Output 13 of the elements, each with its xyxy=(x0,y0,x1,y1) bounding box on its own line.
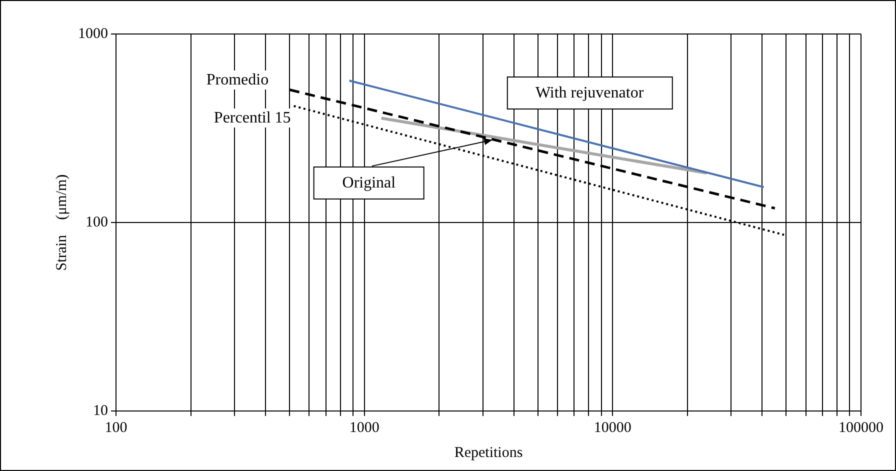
x-tick-label: 1000 xyxy=(349,420,380,436)
text-box: Original xyxy=(313,166,425,200)
x-tick-label: 10000 xyxy=(594,420,632,436)
y-tick-label: 10 xyxy=(93,402,108,419)
series-label: Promedio xyxy=(205,70,270,90)
x-tick-label: 100 xyxy=(104,420,128,436)
y-tick-label: 100 xyxy=(86,214,108,230)
series-label: Percentil 15 xyxy=(212,108,292,128)
y-axis-title: Strain (μm/m) xyxy=(54,174,70,271)
x-tick-label: 100000 xyxy=(838,420,884,436)
x-axis-title: Repetitions xyxy=(454,444,523,461)
text-box: With rejuvenator xyxy=(506,76,673,110)
y-tick-label: 1000 xyxy=(78,26,108,42)
